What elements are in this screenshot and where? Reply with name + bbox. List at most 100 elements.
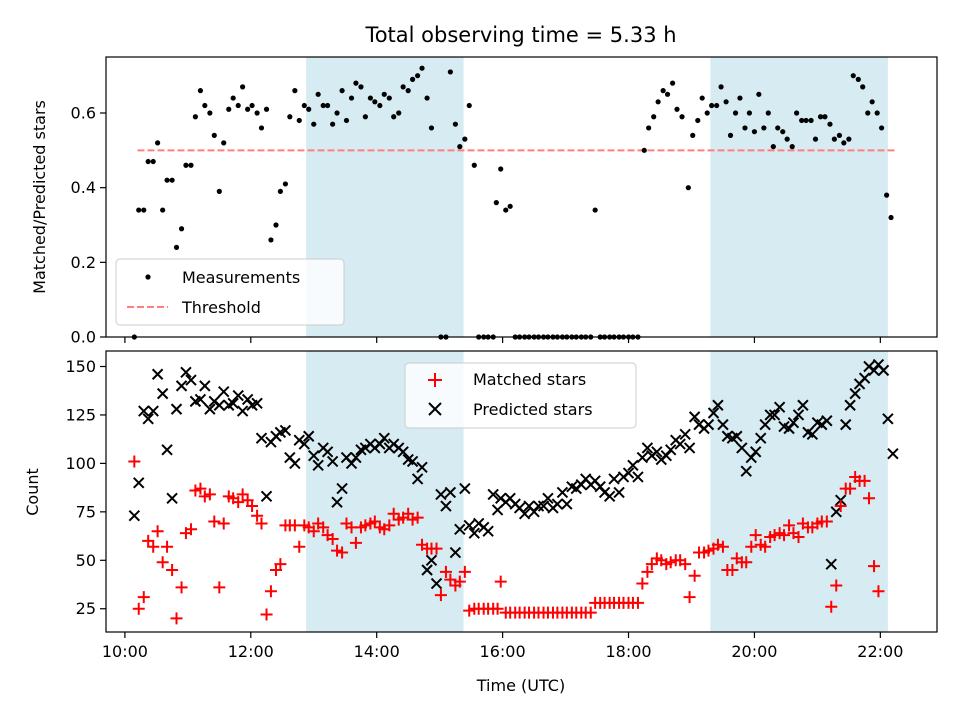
predicted-star-point xyxy=(561,498,573,510)
measurement-point xyxy=(396,110,402,116)
predicted-star-point xyxy=(260,490,273,503)
measurement-point xyxy=(655,99,661,105)
y-tick-label: 0.0 xyxy=(71,328,96,347)
measurement-point xyxy=(428,125,435,131)
predicted-star-point xyxy=(702,418,715,431)
matched-star-point xyxy=(631,596,644,609)
measurement-point xyxy=(306,106,312,112)
x-tick-label: 18:00 xyxy=(605,642,651,661)
legend: Measurements Threshold xyxy=(115,258,345,326)
predicted-star-point xyxy=(444,486,457,499)
matched-star-point xyxy=(645,558,658,571)
matched-star-point xyxy=(439,565,452,578)
matched-star-point xyxy=(494,575,507,588)
matched-star-point xyxy=(702,544,715,557)
predicted-star-point xyxy=(430,577,443,590)
measurement-point xyxy=(202,102,208,109)
measurement-point xyxy=(808,117,814,124)
measurement-point xyxy=(381,91,387,97)
predicted-star-point xyxy=(232,389,244,402)
predicted-star-point xyxy=(768,409,781,421)
measurement-point xyxy=(183,162,189,168)
measurement-point xyxy=(780,129,786,135)
measurement-point xyxy=(765,110,771,116)
measurement-point xyxy=(669,80,676,86)
measurement-point xyxy=(592,207,598,213)
predicted-star-point xyxy=(170,403,183,415)
y-axis-label: Matched/Predicted stars xyxy=(30,100,49,294)
matched-star-point xyxy=(434,589,447,602)
predicted-star-point xyxy=(180,366,192,379)
matched-star-point xyxy=(872,585,885,598)
predicted-star-point xyxy=(664,444,677,456)
measurement-point xyxy=(841,140,847,146)
matched-star-point xyxy=(331,544,344,557)
predicted-star-point xyxy=(175,380,188,392)
y-tick-label: 150 xyxy=(65,357,96,376)
measurement-point xyxy=(254,110,260,116)
x-axis-ticks: 10:00 12:00 14:00 16:00 18:00 20:00 22:00 xyxy=(102,632,903,661)
predicted-star-point xyxy=(321,446,334,458)
predicted-star-point xyxy=(764,409,776,421)
predicted-star-point xyxy=(556,486,569,499)
measurement-point xyxy=(507,203,513,209)
predicted-star-point xyxy=(435,488,447,501)
matched-star-point xyxy=(359,519,372,532)
measurement-point xyxy=(836,132,843,138)
x-axis-label: Time (UTC) xyxy=(476,676,565,695)
matched-star-point xyxy=(166,563,179,576)
predicted-star-point xyxy=(236,405,249,417)
matched-star-point xyxy=(820,515,833,528)
observing-window-shade xyxy=(710,57,888,337)
predicted-star-point xyxy=(518,508,531,520)
measurement-point xyxy=(723,99,729,105)
predicted-star-point xyxy=(406,455,419,468)
measurement-point xyxy=(169,177,175,183)
predicted-star-point xyxy=(156,387,169,400)
matched-star-point xyxy=(232,496,245,509)
matched-star-point xyxy=(170,612,183,625)
matched-star-point xyxy=(463,604,476,617)
plot-frame xyxy=(105,56,938,338)
predicted-star-point xyxy=(717,418,729,431)
matched-star-point xyxy=(834,500,847,513)
y-axis-ticks: 25 50 75 100 125 150 xyxy=(65,357,106,618)
measurement-point xyxy=(846,136,852,142)
predicted-star-points xyxy=(128,358,899,590)
measurement-point xyxy=(372,99,378,105)
matched-star-point xyxy=(198,490,211,503)
predicted-star-point xyxy=(326,455,339,468)
y-tick-label: 0.2 xyxy=(71,253,96,272)
predicted-star-point xyxy=(454,523,466,535)
measurement-point xyxy=(699,95,705,101)
legend-box xyxy=(404,362,637,429)
measurement-point xyxy=(646,125,652,131)
predicted-star-point xyxy=(632,471,644,483)
measurement-point xyxy=(292,88,298,94)
matched-star-point xyxy=(260,608,273,621)
legend: Matched stars Predicted stars xyxy=(404,362,637,429)
measurement-point xyxy=(320,102,326,109)
matched-star-point xyxy=(255,517,268,530)
matched-star-point xyxy=(236,488,249,501)
measurement-point xyxy=(353,80,359,86)
predicted-star-point xyxy=(622,467,635,479)
ratio-panel: 0.0 0.2 0.4 0.6 Matched/Predicted stars Mea… xyxy=(30,56,938,347)
matched-star-point xyxy=(783,519,796,532)
legend-marker-measurements xyxy=(145,274,151,280)
x-tick-label: 14:00 xyxy=(354,642,400,661)
y-tick-label: 0.4 xyxy=(71,178,96,197)
predicted-star-point xyxy=(787,416,800,429)
predicted-star-point xyxy=(449,546,462,559)
y-tick-label: 125 xyxy=(65,405,96,424)
predicted-star-point xyxy=(128,510,141,522)
measurement-point xyxy=(751,129,758,135)
matched-star-point xyxy=(745,540,758,553)
predicted-star-point xyxy=(679,428,691,441)
measurement-point xyxy=(311,121,317,127)
legend-label-threshold: Threshold xyxy=(181,298,261,317)
predicted-star-point xyxy=(331,496,343,508)
measurement-point xyxy=(704,110,710,116)
measurement-point xyxy=(709,102,715,109)
